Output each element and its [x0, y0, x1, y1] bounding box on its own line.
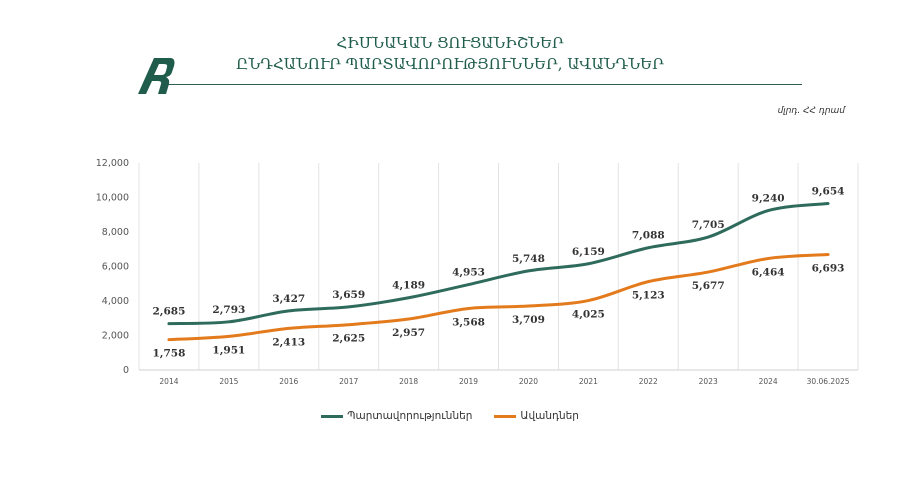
page-subtitle: ԸՆԴՀԱՆՈՒՐ ՊԱՐՏԱՎՈՐՈՒԹՅՈՒՆՆԵՐ, ԱՎԱՆԴՆԵՐ: [236, 55, 664, 73]
y-tick-label: 4,000: [102, 296, 129, 307]
data-label: 1,951: [212, 344, 245, 356]
data-label: 3,709: [512, 314, 545, 326]
series-line-deposits: [167, 253, 830, 342]
data-label: 7,705: [692, 219, 725, 231]
legend-label: Ավանդներ: [520, 410, 579, 422]
y-tick-label: 8,000: [102, 227, 129, 238]
x-tick-label: 2014: [159, 377, 178, 386]
data-label: 1,758: [153, 348, 186, 360]
data-label: 5,677: [692, 280, 725, 292]
data-label: 5,123: [632, 290, 665, 302]
legend-item-liabilities[interactable]: Պարտավորություններ: [321, 410, 472, 422]
y-tick-label: 10,000: [96, 193, 129, 204]
data-label: 6,464: [752, 266, 785, 278]
data-label: 4,953: [452, 267, 485, 279]
logo: [138, 58, 175, 94]
y-tick-label: 0: [123, 365, 129, 376]
data-label: 9,654: [812, 185, 845, 197]
x-tick-label: 2016: [279, 377, 298, 386]
data-label: 2,413: [272, 336, 305, 348]
data-label: 4,189: [392, 280, 425, 292]
data-label: 3,568: [452, 316, 485, 328]
series-line-liabilities: [167, 201, 830, 326]
data-label: 2,793: [212, 304, 245, 316]
x-tick-label: 2020: [519, 377, 538, 386]
x-tick-label: 2015: [219, 377, 238, 386]
page-title: ՀԻՄՆԱԿԱՆ ՑՈՒՑԱՆԻՇՆԵՐ: [336, 34, 564, 52]
data-label: 6,159: [572, 246, 605, 258]
legend-item-deposits[interactable]: Ավանդներ: [494, 410, 579, 422]
data-label: 3,427: [272, 293, 305, 305]
y-tick-label: 6,000: [102, 262, 129, 273]
legend-label: Պարտավորություններ: [347, 410, 473, 422]
x-tick-label: 2021: [579, 377, 598, 386]
legend-swatch: [494, 414, 517, 418]
data-label: 5,748: [512, 253, 545, 265]
data-label: 3,659: [332, 289, 365, 301]
legend: Պարտավորություններ Ավանդներ: [0, 410, 900, 422]
data-label: 4,025: [572, 309, 605, 321]
data-label: 7,088: [632, 230, 665, 242]
legend-swatch: [321, 414, 344, 418]
y-tick-label: 2,000: [102, 331, 129, 342]
data-label: 6,693: [812, 263, 845, 275]
title-divider: [168, 84, 802, 85]
x-tick-label: 30.06.2025: [807, 377, 850, 386]
data-label: 9,240: [752, 193, 785, 205]
x-tick-label: 2019: [459, 377, 478, 386]
data-label: 2,685: [153, 306, 186, 318]
x-tick-label: 2022: [639, 377, 658, 386]
data-label: 2,957: [392, 327, 425, 339]
x-tick-label: 2023: [699, 377, 718, 386]
data-label: 2,625: [332, 333, 365, 345]
x-tick-label: 2017: [339, 377, 358, 386]
y-tick-label: 12,000: [96, 158, 129, 169]
x-tick-label: 2024: [759, 377, 778, 386]
unit-label: մլրդ. ՀՀ դրամ: [777, 106, 845, 116]
line-chart: 0 2,000 4,000 6,000 8,000 10,000 12,000 2014 201…: [96, 158, 859, 386]
x-tick-label: 2018: [399, 377, 418, 386]
